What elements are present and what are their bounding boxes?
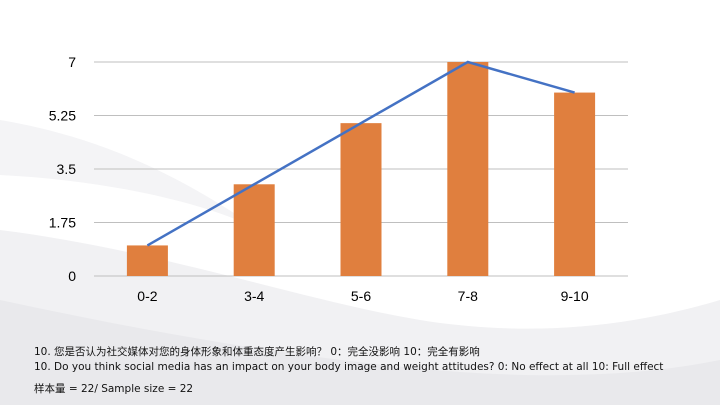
x-tick-label: 0-2 bbox=[137, 288, 157, 304]
x-axis-tick-labels: 0-2 3-4 5-6 7-8 9-10 bbox=[137, 288, 589, 304]
bar-3-4 bbox=[233, 184, 275, 276]
y-tick-label: 1.75 bbox=[49, 215, 76, 231]
bars bbox=[126, 62, 596, 277]
x-tick-label: 7-8 bbox=[458, 288, 478, 304]
trend-line bbox=[146, 60, 575, 247]
y-tick-label: 3.5 bbox=[57, 161, 77, 177]
x-tick-label: 5-6 bbox=[351, 288, 371, 304]
y-tick-label: 5.25 bbox=[49, 108, 76, 124]
bar-0-2 bbox=[126, 245, 168, 276]
sample-size: 样本量 = 22/ Sample size = 22 bbox=[34, 383, 194, 395]
y-tick-label: 0 bbox=[68, 268, 76, 284]
bar-7-8 bbox=[447, 62, 489, 276]
bar-5-6 bbox=[340, 123, 382, 277]
question-english: 10. Do you think social media has an imp… bbox=[34, 361, 664, 373]
y-tick-label: 7 bbox=[68, 54, 76, 70]
x-tick-label: 3-4 bbox=[244, 288, 264, 304]
trend-line-path bbox=[146, 60, 575, 247]
question-chinese: 10. 您是否认为社交媒体对您的身体形象和体重态度产生影响？ 0：完全没影响 1… bbox=[34, 346, 480, 358]
y-axis-tick-labels: 0 1.75 3.5 5.25 7 bbox=[49, 54, 76, 284]
bar-9-10 bbox=[554, 92, 596, 276]
x-tick-label: 9-10 bbox=[561, 288, 589, 304]
